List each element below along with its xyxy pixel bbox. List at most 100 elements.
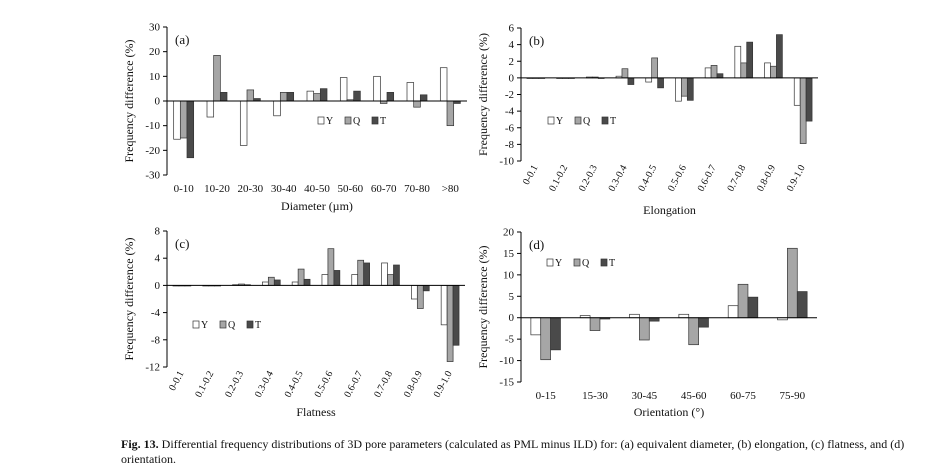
- bar-T-0.5-0.6: [333, 270, 341, 286]
- bar-Y-0.9-1.0: [793, 77, 801, 106]
- x-tick-label: 0.5-0.6: [666, 163, 689, 193]
- y-tick-label: 8: [155, 226, 161, 238]
- y-tick-label: -20: [145, 145, 160, 157]
- legend-label-T: T: [609, 258, 615, 269]
- y-tick-label: 0: [509, 72, 515, 84]
- bar-Y-0.8-0.9: [764, 62, 771, 79]
- bar-Y-0.3-0.4: [262, 281, 269, 286]
- bar-T-50-60: [353, 90, 361, 102]
- bar-Y-40-50: [306, 90, 315, 102]
- bar-Q-40-50: [313, 93, 321, 102]
- bar-T-10-20: [219, 92, 228, 102]
- y-tick-label: -10: [499, 156, 514, 168]
- y-axis-title: Frequency difference (%): [122, 237, 136, 360]
- bar-T-0.4-0.5: [303, 278, 311, 286]
- bar-Y-30-45: [629, 313, 640, 319]
- x-tick-label: 20-30: [237, 183, 263, 195]
- legend-label-Y: Y: [555, 258, 562, 269]
- legend-swatch-Q: [344, 116, 352, 125]
- bar-Q-20-30: [246, 89, 255, 102]
- y-tick-label: -8: [505, 139, 515, 151]
- x-tick-label: 40-50: [304, 183, 330, 195]
- x-tick-label: 0.2-0.3: [223, 369, 246, 399]
- x-tick-label: 15-30: [582, 390, 608, 402]
- bar-Y-0.4-0.5: [645, 77, 653, 83]
- bar-Y-10-20: [206, 100, 215, 118]
- legend-swatch-T: [246, 320, 254, 329]
- figure-caption: Fig. 13. Differential frequency distribu…: [121, 437, 926, 467]
- chart-panel-c: -12 -8 -4 0 4 8 0-0.1 0.1-0.2 0.2-0.3 0.3-0.4 0.4-…: [122, 226, 465, 419]
- legend-label-T: T: [610, 116, 616, 127]
- y-axis-title: Frequency difference (%): [476, 245, 490, 368]
- panel-label: (c): [175, 236, 189, 251]
- x-tick-label: 0.8-0.9: [402, 369, 425, 399]
- bar-T-30-40: [286, 92, 295, 102]
- bar-Y-70-80: [406, 82, 415, 102]
- bar-T-70-80: [419, 94, 428, 102]
- bar-T-45-60: [698, 317, 709, 328]
- bar-Y-60-70: [373, 75, 381, 102]
- x-tick-label: 60-75: [730, 390, 756, 402]
- x-tick-label: 0-0.1: [521, 163, 540, 187]
- legend-swatch-Q: [219, 320, 227, 329]
- bar-T-60-75: [747, 296, 759, 319]
- legend-label-Q: Q: [583, 116, 591, 127]
- bar-Q-0-15: [540, 317, 551, 361]
- x-tick-label: 0.8-0.9: [755, 163, 778, 193]
- legend-label-Y: Y: [556, 116, 563, 127]
- bar-Y-20-30: [239, 100, 248, 146]
- y-tick-label: 15: [503, 248, 515, 260]
- x-axis-title: Elongation: [643, 203, 696, 217]
- bar-T-0.9-1.0: [805, 77, 813, 122]
- bar-Q-15-30: [589, 317, 601, 331]
- bar-Q-70-80: [413, 100, 421, 108]
- x-tick-label: 30-40: [271, 183, 297, 195]
- bar-Q-0.7-0.8: [740, 62, 748, 79]
- x-tick-label: 0-0.1: [167, 369, 186, 393]
- bar-T-0-10: [186, 100, 195, 159]
- y-tick-label: 0: [155, 96, 161, 108]
- bar-Q-0.9-1.0: [799, 77, 807, 144]
- x-axis-title: Flatness: [296, 405, 336, 419]
- bar-Y-50-60: [339, 77, 348, 102]
- y-tick-label: 10: [503, 269, 515, 281]
- x-axis-title: Diameter (µm): [281, 199, 353, 213]
- bar-T-0-15: [550, 317, 561, 351]
- x-tick-label: 0.6-0.7: [342, 369, 365, 399]
- caption-text: Differential frequency distributions of …: [121, 437, 905, 466]
- legend-swatch-T: [371, 116, 379, 125]
- legend-swatch-Y: [317, 116, 325, 125]
- legend-label-Q: Q: [353, 116, 361, 127]
- bar-T-0.9-1.0: [452, 285, 460, 346]
- legend-label-T: T: [255, 320, 261, 331]
- x-tick-label: 0.9-1.0: [785, 163, 808, 193]
- y-axis-title: Frequency difference (%): [476, 33, 490, 156]
- bar-T-0.3-0.4: [627, 77, 635, 85]
- y-tick-label: -5: [505, 334, 515, 346]
- bar-Y-0.5-0.6: [675, 77, 682, 102]
- x-tick-label: >80: [442, 183, 460, 195]
- x-tick-label: 0.7-0.8: [725, 163, 748, 193]
- bar-Y-0.9-1.0: [440, 285, 448, 326]
- y-axis-title: Frequency difference (%): [122, 39, 136, 162]
- bar-T-0.8-0.9: [422, 285, 430, 292]
- x-tick-label: 0.4-0.5: [283, 369, 306, 399]
- bar-T-0.5-0.6: [686, 77, 694, 101]
- legend-label-Y: Y: [201, 320, 208, 331]
- bar-Q->80: [446, 100, 455, 127]
- bar-Q-0.8-0.9: [416, 285, 424, 309]
- bar-Q-0.3-0.4: [267, 276, 275, 286]
- bar-T-0.7-0.8: [393, 264, 400, 286]
- y-tick-label: 20: [503, 227, 515, 239]
- x-tick-label: 10-20: [204, 183, 230, 195]
- bar-T-0.3-0.4: [273, 279, 281, 286]
- bar-Q-0.5-0.6: [327, 248, 335, 286]
- legend-label-Q: Q: [228, 320, 236, 331]
- legend-swatch-Q: [574, 116, 582, 125]
- x-tick-label: 0-10: [174, 183, 195, 195]
- x-tick-label: 30-45: [631, 390, 657, 402]
- y-tick-label: 0: [509, 312, 515, 324]
- bar-Q-0.4-0.5: [297, 268, 305, 286]
- x-tick-label: 0.1-0.2: [547, 163, 570, 193]
